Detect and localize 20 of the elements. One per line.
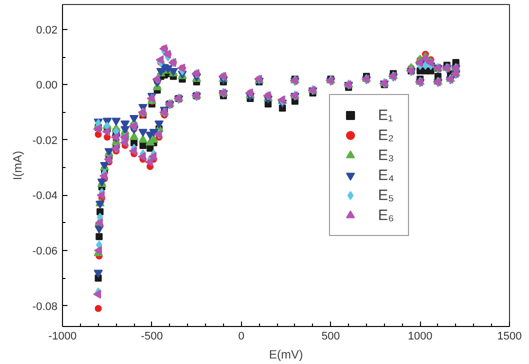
legend-label: E₆ — [378, 206, 396, 224]
y-tick-label: 0.02 — [36, 24, 58, 36]
x-tick-label: 1000 — [408, 330, 432, 342]
legend-label: E₃ — [378, 146, 396, 164]
y-tick-label: 0.00 — [36, 80, 58, 92]
y-tick-label: -0.06 — [32, 245, 58, 258]
y-axis-title: I(mA) — [10, 150, 24, 180]
x-tick-label: -500 — [140, 330, 163, 342]
x-tick-label: -1000 — [48, 330, 77, 342]
x-tick-label: 500 — [322, 330, 340, 342]
y-tick-label: -0.02 — [32, 134, 58, 147]
legend-label: E₅ — [378, 186, 396, 204]
x-tick-label: 0 — [238, 330, 244, 342]
legend-label: E₂ — [378, 126, 395, 144]
x-tick-label: 1500 — [497, 330, 522, 342]
y-tick-label: -0.04 — [32, 190, 58, 202]
legend-label: E₁ — [378, 106, 394, 124]
x-axis-title: E(mV) — [269, 348, 303, 362]
legend-label: E₄ — [378, 166, 396, 184]
y-tick-label: -0.08 — [32, 300, 58, 313]
